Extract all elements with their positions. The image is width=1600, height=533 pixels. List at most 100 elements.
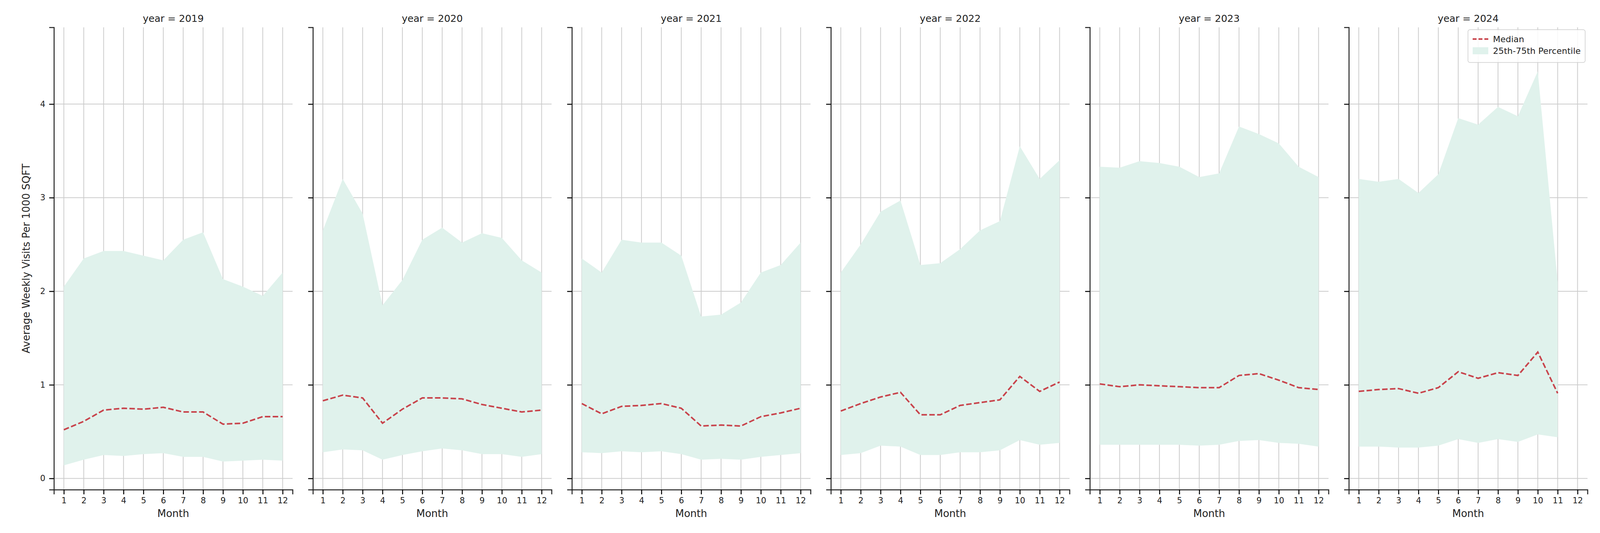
x-tick-mark [1517, 489, 1519, 495]
x-axis-line [831, 490, 1070, 495]
x-tick: 10 [237, 489, 249, 506]
x-tick-mark [1378, 489, 1380, 495]
y-axis-line [49, 27, 55, 491]
x-tick: 5 [400, 489, 406, 506]
x-tick-label: 12 [1572, 496, 1584, 506]
x-tick: 9 [1256, 489, 1262, 506]
x-tick-mark [1278, 489, 1280, 495]
x-tick-mark [939, 489, 942, 495]
x-tick-mark [1099, 489, 1101, 495]
x-axis: 123456789101112 [572, 489, 811, 506]
panel: 123456789101112year = 2020Month [308, 12, 552, 520]
y-tick: 0 [40, 473, 54, 484]
y-tick [567, 478, 572, 479]
plot-area [840, 146, 1060, 456]
x-tick-mark [1577, 489, 1579, 495]
x-tick-mark [521, 489, 523, 495]
y-axis [567, 27, 573, 491]
x-tick: 11 [775, 489, 787, 506]
y-tick-mark [826, 103, 831, 106]
x-tick: 3 [1396, 489, 1402, 506]
x-tick-mark [999, 489, 1001, 495]
x-tick-label: 1 [838, 496, 844, 506]
y-tick [1085, 478, 1090, 479]
x-tick-mark [481, 489, 483, 495]
y-axis-line [308, 27, 314, 491]
x-tick-mark [641, 489, 643, 495]
y-axis-title: Average Weekly Visits Per 1000 SQFT [20, 163, 33, 354]
y-tick [308, 478, 313, 479]
x-tick-mark [162, 489, 165, 495]
plot-area [322, 178, 542, 460]
x-tick-label: 6 [160, 496, 167, 506]
y-tick-mark [1085, 478, 1090, 480]
x-tick-mark [581, 489, 583, 495]
y-tick [308, 197, 313, 199]
x-tick-mark [1039, 489, 1041, 495]
y-tick-mark [567, 478, 572, 480]
x-tick: 2 [1117, 489, 1123, 506]
x-tick: 3 [619, 489, 625, 506]
x-tick: 5 [1176, 489, 1183, 506]
x-tick: 7 [957, 489, 963, 506]
grid-line-y [1089, 478, 1329, 479]
x-tick: 5 [1435, 489, 1442, 506]
x-tick-mark [959, 489, 961, 495]
y-tick-mark [308, 384, 313, 386]
x-tick-label: 3 [1137, 496, 1143, 506]
median-line [840, 376, 1060, 415]
y-tick-mark [308, 103, 313, 106]
x-tick-label: 4 [1416, 496, 1422, 506]
x-tick: 10 [755, 489, 767, 506]
x-tick-mark [760, 489, 762, 495]
grid-line-y [53, 103, 293, 105]
x-tick: 1 [1356, 489, 1362, 506]
x-tick: 9 [997, 489, 1003, 506]
x-tick: 7 [1475, 489, 1481, 506]
x-tick-mark [660, 489, 663, 495]
y-tick [567, 197, 572, 199]
x-tick: 5 [141, 489, 147, 506]
y-axis [1344, 27, 1350, 491]
y-tick-mark [1085, 384, 1090, 386]
panel-title: year = 2024 [1437, 12, 1499, 25]
x-tick-label: 9 [220, 496, 226, 506]
y-tick: 4 [40, 99, 54, 109]
grid-line-y [1348, 478, 1588, 479]
x-tick-mark [621, 489, 623, 495]
x-tick-mark [441, 489, 443, 495]
x-tick-mark [1318, 489, 1320, 495]
y-tick-mark [308, 291, 313, 293]
median-line [322, 395, 542, 424]
y-tick [567, 104, 572, 105]
x-tick: 6 [937, 489, 943, 506]
x-tick-mark [1258, 489, 1260, 495]
x-axis: 123456789101112 [1349, 489, 1588, 506]
x-tick-label: 3 [1396, 496, 1402, 506]
x-tick: 7 [1216, 489, 1222, 506]
x-tick: 10 [1014, 489, 1026, 506]
x-tick-mark [421, 489, 424, 495]
x-tick-label: 6 [937, 496, 943, 506]
x-tick: 2 [599, 489, 605, 506]
x-axis: 123456789101112 [54, 489, 293, 506]
x-tick-label: 5 [1435, 496, 1442, 506]
y-axis [826, 27, 832, 491]
x-tick-label: 8 [200, 496, 206, 506]
x-tick-label: 5 [141, 496, 147, 506]
x-tick-mark [1218, 489, 1220, 495]
x-tick-mark [362, 489, 364, 495]
x-tick-mark [700, 489, 702, 495]
x-tick-label: 5 [1176, 496, 1183, 506]
x-tick-label: 4 [380, 496, 386, 506]
x-tick-mark [1139, 489, 1141, 495]
x-tick-mark [740, 489, 742, 495]
x-tick-label: 12 [536, 496, 548, 506]
x-tick: 11 [516, 489, 528, 506]
x-tick: 12 [795, 489, 807, 506]
x-tick-label: 11 [775, 496, 787, 506]
median-line [63, 407, 283, 431]
x-tick-mark [501, 489, 503, 495]
x-tick: 10 [1532, 489, 1544, 506]
x-tick: 12 [1572, 489, 1584, 506]
